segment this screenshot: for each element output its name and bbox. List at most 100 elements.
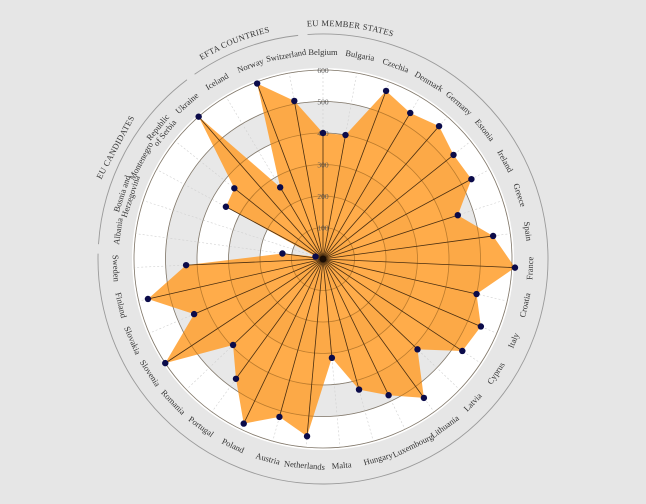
grid-spoke	[143, 200, 324, 260]
group-arc	[194, 34, 299, 75]
data-spoke	[198, 116, 324, 260]
data-point-norway[interactable]	[253, 80, 261, 87]
data-point-italy[interactable]	[477, 323, 485, 330]
data-spoke	[186, 258, 324, 266]
data-spoke	[279, 258, 324, 418]
grid-spoke	[322, 200, 503, 260]
category-label: Sweden	[111, 255, 122, 283]
svg-text:Spain: Spain	[522, 221, 535, 242]
data-point-malta[interactable]	[328, 354, 336, 362]
data-point-spain[interactable]	[489, 232, 497, 240]
data-spoke	[322, 235, 494, 260]
data-point-slovakia[interactable]	[190, 310, 198, 318]
tick-label: 200	[317, 192, 329, 201]
data-spoke	[322, 178, 472, 260]
data-point-cyprus[interactable]	[459, 347, 466, 355]
data-point-switzerland[interactable]	[291, 97, 298, 105]
data-point-luxembourg[interactable]	[385, 392, 392, 399]
data-spoke	[322, 134, 346, 260]
data-spoke	[243, 258, 324, 424]
data-point-france[interactable]	[511, 264, 519, 271]
grid-spoke	[322, 258, 374, 442]
data-spoke	[322, 112, 411, 260]
data-area	[147, 83, 515, 437]
data-spoke	[306, 258, 324, 437]
data-point-croatia[interactable]	[473, 290, 480, 298]
data-spoke	[256, 83, 324, 260]
category-label: Malta	[331, 459, 352, 471]
tick-label: 500	[317, 98, 329, 107]
data-point-poland[interactable]	[240, 420, 247, 427]
data-point-germany[interactable]	[435, 122, 443, 130]
data-point-netherlands[interactable]	[303, 433, 311, 440]
data-point-bulgaria[interactable]	[342, 131, 349, 139]
data-spoke	[293, 100, 324, 260]
grid-spoke	[322, 258, 341, 448]
data-point-hungary[interactable]	[355, 386, 363, 393]
svg-text:Belgium: Belgium	[308, 47, 338, 57]
data-spoke	[234, 187, 324, 260]
data-point-estonia[interactable]	[450, 151, 457, 159]
data-point-ukraine[interactable]	[195, 113, 202, 120]
center-point	[319, 255, 327, 263]
category-label: France	[524, 256, 535, 280]
svg-text:France: France	[524, 256, 535, 280]
data-spoke	[322, 258, 389, 396]
svg-text:Malta: Malta	[331, 459, 352, 471]
data-spoke	[322, 258, 482, 327]
data-point-ireland[interactable]	[468, 175, 475, 183]
data-spoke	[322, 258, 333, 358]
data-point-belgium[interactable]	[319, 129, 327, 137]
tick-label: 600	[317, 66, 329, 75]
data-point-albania[interactable]	[279, 250, 286, 257]
data-spoke	[235, 258, 324, 380]
group-arc	[98, 79, 188, 245]
category-label: Netherlands	[284, 458, 326, 472]
data-point-austria[interactable]	[276, 413, 283, 421]
grid-spoke	[134, 258, 324, 268]
data-point-portugal[interactable]	[232, 375, 240, 382]
data-point-denmark[interactable]	[407, 109, 414, 117]
data-point-czechia[interactable]	[382, 87, 390, 95]
grid-ring-overlay	[291, 227, 355, 291]
tick-label: 100	[317, 224, 329, 233]
category-label: Albania	[111, 217, 125, 245]
data-spoke	[225, 206, 324, 260]
group-arc	[97, 33, 549, 485]
data-point-latvia[interactable]	[414, 346, 421, 353]
category-label: Spain	[522, 221, 535, 242]
data-point-romania[interactable]	[229, 341, 237, 349]
data-point-sweden[interactable]	[182, 261, 190, 269]
data-spoke	[147, 258, 324, 300]
category-label: Belgium	[308, 47, 338, 57]
grid-ring-overlay	[259, 195, 387, 323]
grid-spoke	[322, 72, 358, 260]
data-spoke	[322, 258, 477, 295]
data-point-montenegro[interactable]	[222, 203, 230, 210]
grid-spoke	[156, 169, 324, 260]
data-spoke	[165, 258, 324, 364]
grid-spoke	[322, 258, 406, 430]
grid-ring-overlay	[165, 101, 481, 417]
svg-text:Sweden: Sweden	[111, 255, 122, 283]
grid-ring-overlay	[228, 164, 418, 354]
data-spoke	[322, 214, 458, 260]
grid-spoke	[225, 96, 324, 260]
data-spoke	[322, 258, 463, 352]
data-point-republic-of-serbia[interactable]	[231, 185, 238, 192]
data-point-finland[interactable]	[144, 295, 152, 303]
data-spoke	[322, 125, 440, 260]
data-point-lithuania[interactable]	[420, 394, 428, 402]
data-spoke	[322, 90, 387, 260]
data-point-iceland[interactable]	[276, 184, 284, 191]
svg-text:Albania: Albania	[111, 217, 125, 245]
tick-label: 300	[317, 161, 329, 170]
data-point-slovenia[interactable]	[162, 359, 169, 367]
data-point-greece[interactable]	[454, 211, 462, 219]
data-spoke	[322, 258, 515, 269]
grid-spoke	[135, 233, 324, 260]
data-point-bosnia-and-herzegovina[interactable]	[312, 253, 319, 260]
data-spoke	[322, 258, 425, 399]
